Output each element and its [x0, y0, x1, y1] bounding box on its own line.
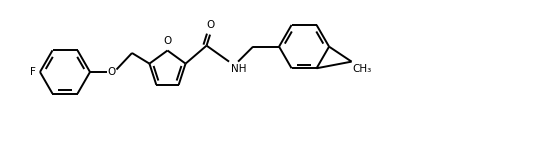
Text: O: O: [107, 67, 115, 77]
Text: NH: NH: [231, 64, 247, 74]
Text: CH₃: CH₃: [353, 64, 372, 74]
Text: O: O: [206, 20, 214, 30]
Text: O: O: [164, 36, 172, 46]
Text: F: F: [30, 67, 36, 77]
